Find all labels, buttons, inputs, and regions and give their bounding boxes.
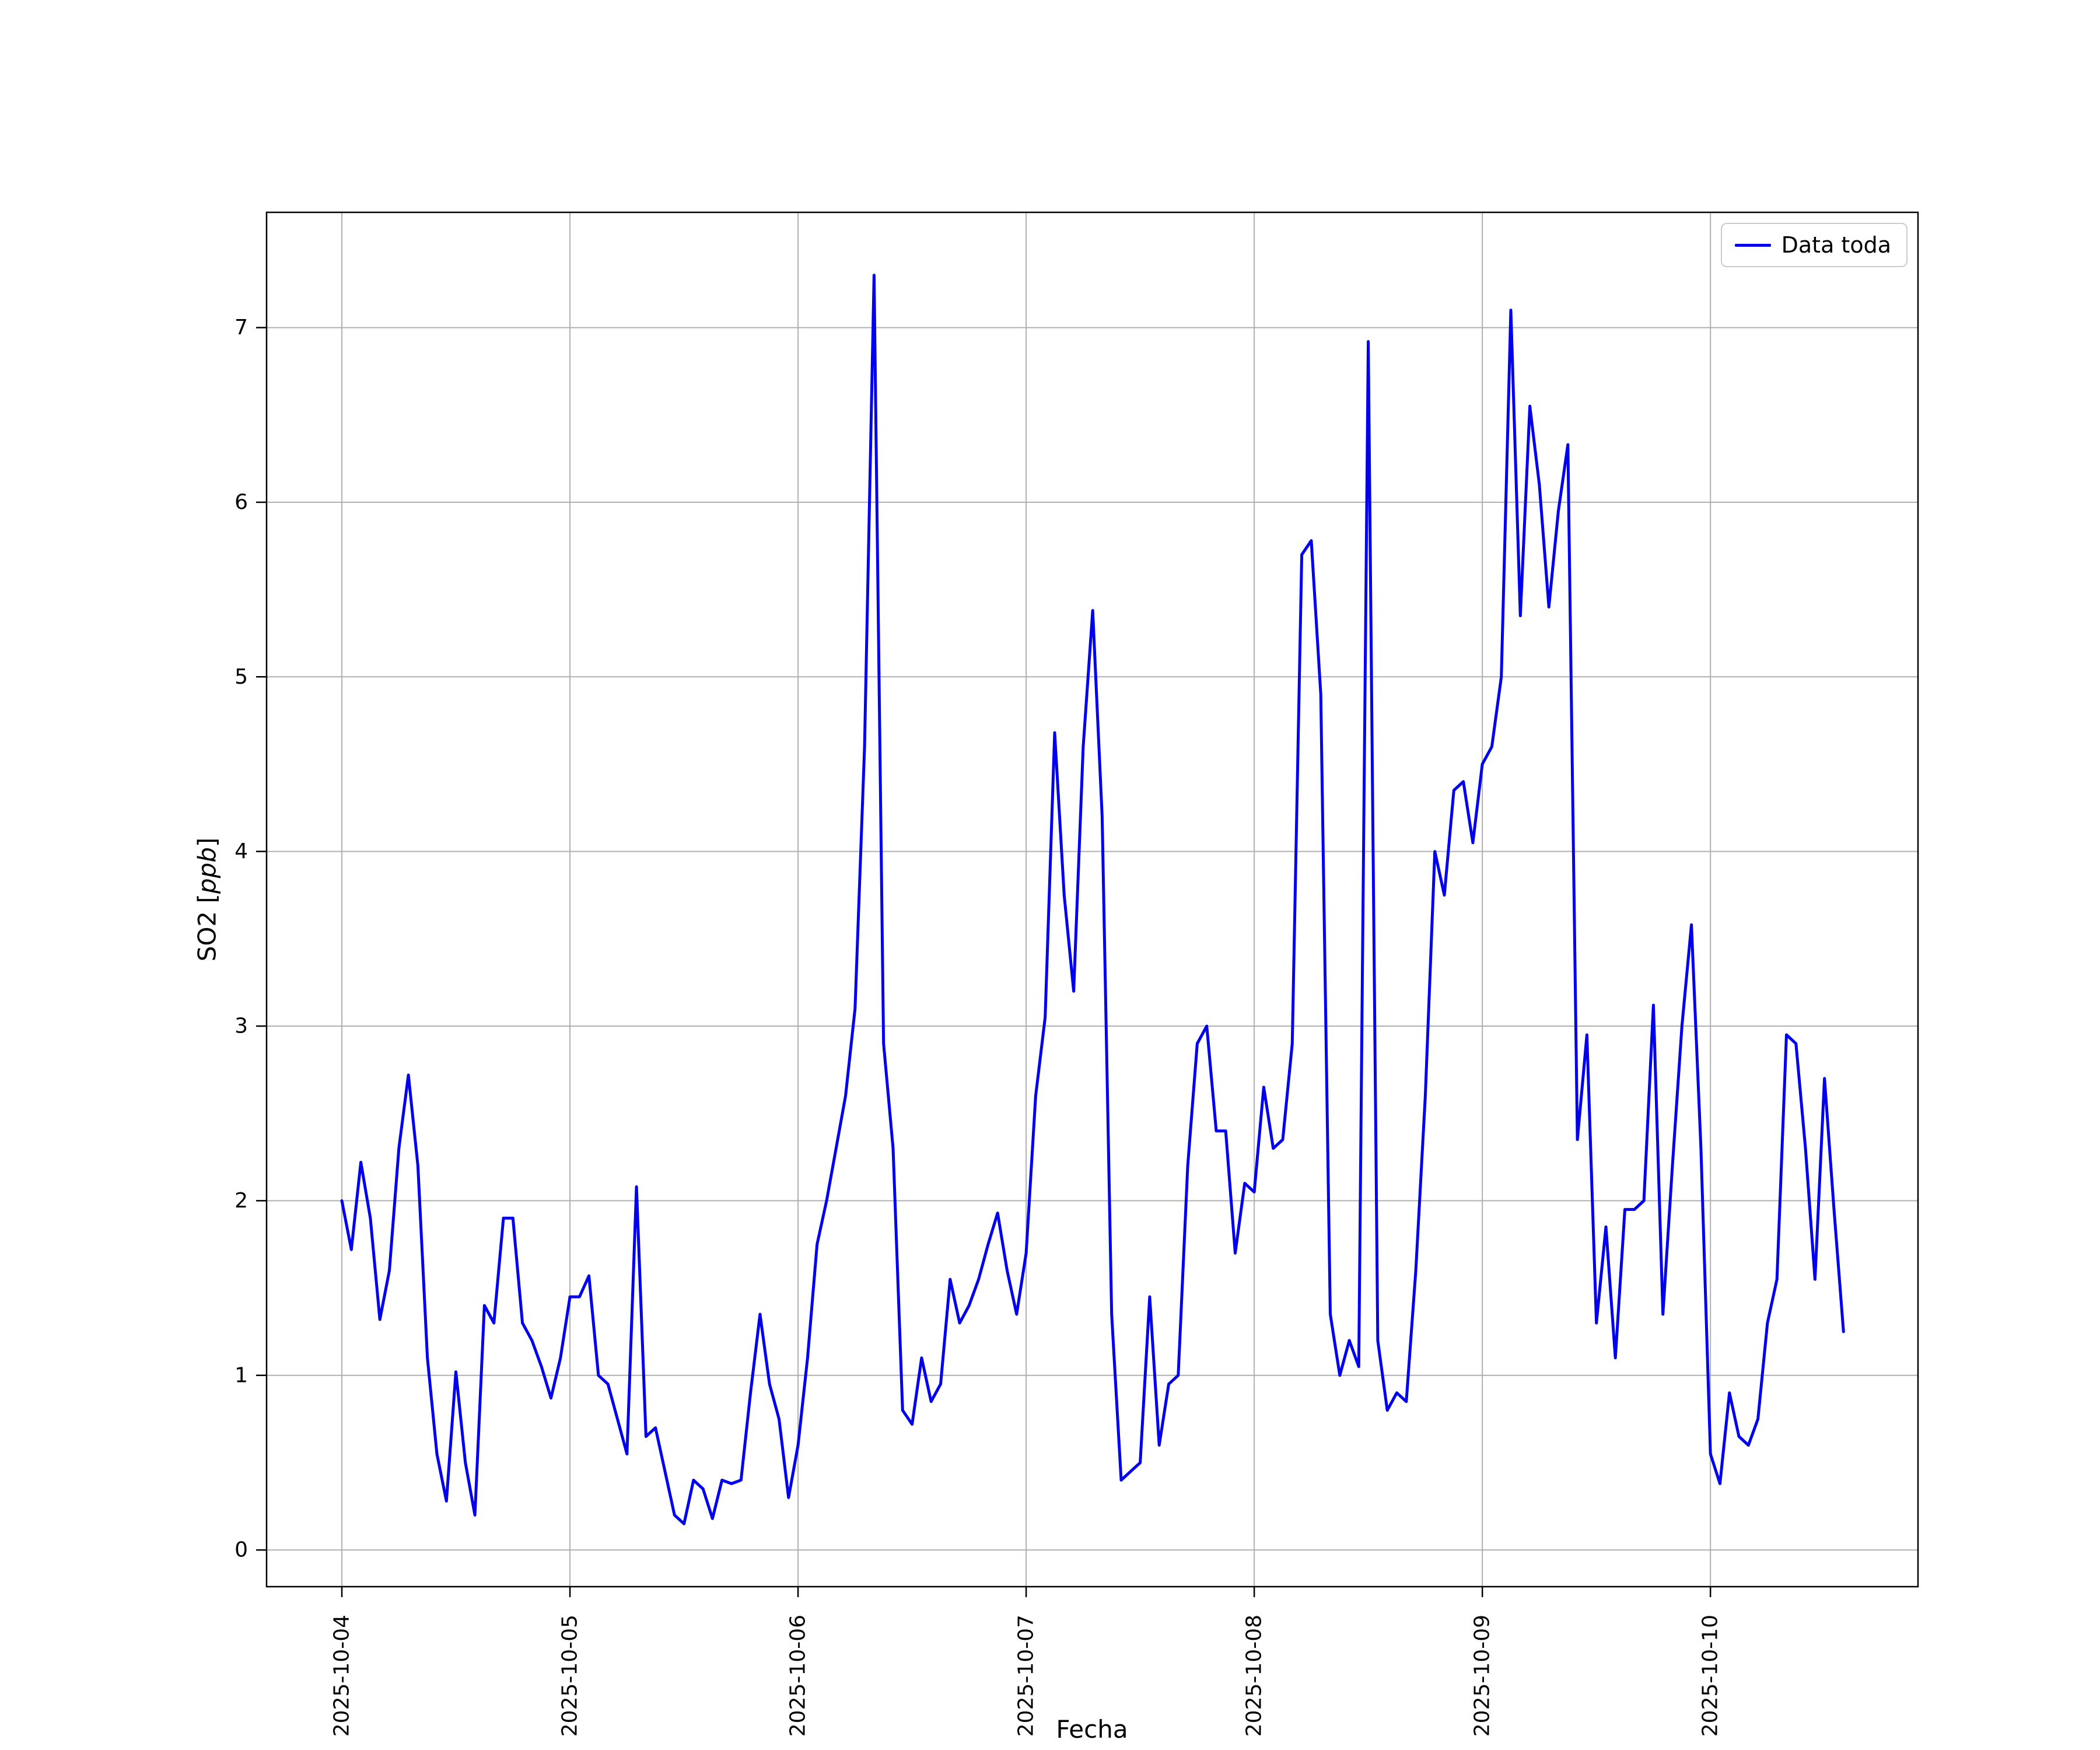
y-tick-label: 5 — [235, 665, 248, 689]
axes-border — [265, 211, 1919, 1588]
y-tick-label: 3 — [235, 1014, 248, 1038]
x-tick-label: 2025-10-04 — [330, 1615, 354, 1737]
y-tick-label: 2 — [235, 1189, 248, 1213]
x-tick-label: 2025-10-10 — [1699, 1615, 1723, 1737]
x-axis-label: Fecha — [1056, 1715, 1128, 1744]
legend-label: Data toda — [1781, 232, 1891, 258]
legend: Data toda — [1720, 223, 1908, 267]
data-line-data-toda — [340, 274, 1845, 1525]
x-tick-label: 2025-10-09 — [1471, 1615, 1494, 1737]
y-tick-label: 0 — [235, 1538, 248, 1562]
legend-line-sample — [1734, 243, 1771, 247]
y-tick-label: 4 — [235, 839, 248, 863]
y-axis-label-prefix: SO2 [ — [192, 894, 222, 962]
y-axis-label-unit: ppb — [192, 847, 222, 894]
x-tick-label: 2025-10-05 — [558, 1615, 582, 1737]
y-tick-label: 6 — [235, 490, 248, 514]
y-axis-label: SO2 [ppb] — [193, 838, 222, 962]
x-tick-label: 2025-10-07 — [1014, 1615, 1038, 1737]
x-tick-label: 2025-10-06 — [786, 1615, 810, 1737]
y-tick-label: 7 — [235, 316, 248, 340]
y-axis-label-suffix: ] — [192, 837, 222, 848]
y-tick-label: 1 — [235, 1363, 248, 1387]
x-tick-label: 2025-10-08 — [1242, 1615, 1266, 1737]
